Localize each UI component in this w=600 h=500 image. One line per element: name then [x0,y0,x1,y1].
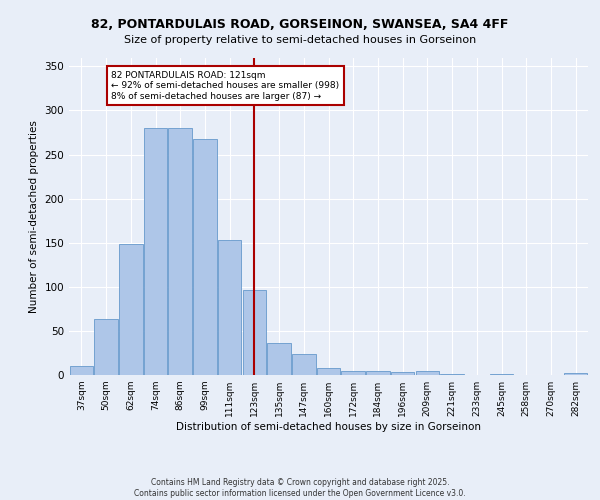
Bar [366,372,389,375]
Bar [94,320,118,375]
Bar [119,244,143,375]
Bar [193,138,217,375]
Bar [169,128,192,375]
Bar [218,240,241,375]
Bar [144,128,167,375]
X-axis label: Distribution of semi-detached houses by size in Gorseinon: Distribution of semi-detached houses by … [176,422,481,432]
Bar [317,368,340,375]
Text: 82, PONTARDULAIS ROAD, GORSEINON, SWANSEA, SA4 4FF: 82, PONTARDULAIS ROAD, GORSEINON, SWANSE… [91,18,509,30]
Text: Contains HM Land Registry data © Crown copyright and database right 2025.
Contai: Contains HM Land Registry data © Crown c… [134,478,466,498]
Bar [440,374,464,375]
Bar [242,290,266,375]
Bar [70,366,93,375]
Bar [416,372,439,375]
Bar [268,343,291,375]
Bar [564,373,587,375]
Bar [391,372,415,375]
Text: 82 PONTARDULAIS ROAD: 121sqm
← 92% of semi-detached houses are smaller (998)
8% : 82 PONTARDULAIS ROAD: 121sqm ← 92% of se… [111,70,339,101]
Text: Size of property relative to semi-detached houses in Gorseinon: Size of property relative to semi-detach… [124,35,476,45]
Bar [490,374,513,375]
Bar [341,370,365,375]
Bar [292,354,316,375]
Y-axis label: Number of semi-detached properties: Number of semi-detached properties [29,120,39,312]
